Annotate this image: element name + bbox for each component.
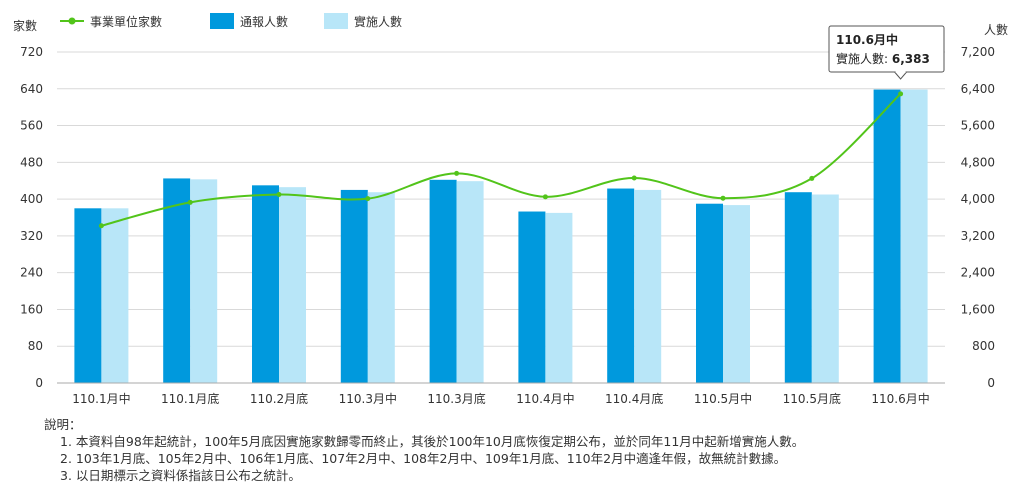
bar-implemented xyxy=(634,189,662,383)
x-tick-label: 110.5月底 xyxy=(783,391,841,406)
right-tick-label: 2,400 xyxy=(961,266,995,280)
bar-implemented xyxy=(101,208,129,383)
tooltip-title: 110.6月中 xyxy=(836,32,898,47)
axes-group: 0 0 80 800 160 1,600 240 2,400 320 3,200 400 4,000 4… xyxy=(13,18,1008,406)
line-point xyxy=(809,175,815,181)
line-point xyxy=(631,175,637,181)
bar-implemented xyxy=(456,181,484,383)
line-series-path xyxy=(101,93,902,227)
left-tick-label: 320 xyxy=(20,229,43,243)
line-point xyxy=(187,199,193,205)
bar-implemented xyxy=(723,205,750,383)
x-tick-label: 110.3月中 xyxy=(339,391,397,406)
bar-implemented xyxy=(811,194,839,383)
note-1: 1. 本資料自98年起統計，100年5月底因實施家數歸零而終止，其後於100年1… xyxy=(60,434,805,449)
tooltip-pointer xyxy=(893,71,908,80)
bar-implemented xyxy=(900,89,928,384)
legend-label: 實施人數 xyxy=(354,14,402,29)
right-tick-label: 6,400 xyxy=(961,82,995,96)
note-3: 3. 以日期標示之資料係指該日公布之統計。 xyxy=(60,468,301,483)
bar-reported xyxy=(607,188,635,383)
legend-bar-swatch xyxy=(324,13,348,29)
chart-notes: 說明： 1. 本資料自98年起統計，100年5月底因實施家數歸零而終止，其後於1… xyxy=(44,416,804,484)
bar-implemented xyxy=(545,212,573,383)
right-tick-label: 800 xyxy=(972,339,995,353)
x-tick-label: 110.2月底 xyxy=(250,391,308,406)
left-tick-label: 400 xyxy=(20,192,43,206)
left-tick-label: 640 xyxy=(20,82,43,96)
left-tick-label: 480 xyxy=(20,155,43,169)
right-tick-label: 7,200 xyxy=(961,45,995,59)
left-axis-title: 家數 xyxy=(13,18,37,33)
x-tick-label: 110.1月底 xyxy=(161,391,219,406)
bar-implemented xyxy=(279,187,306,383)
line-point xyxy=(542,194,548,200)
tooltip-value: 6,383 xyxy=(892,52,930,66)
x-tick-label: 110.6月中 xyxy=(871,391,929,406)
bar-reported xyxy=(340,189,368,383)
legend-label: 通報人數 xyxy=(240,15,288,29)
right-tick-label: 4,000 xyxy=(961,192,995,206)
bar-reported xyxy=(163,178,191,383)
x-tick-label: 110.3月底 xyxy=(427,391,485,406)
right-tick-label: 0 xyxy=(987,376,995,390)
line-point xyxy=(98,223,104,229)
right-tick-label: 5,600 xyxy=(961,119,995,133)
left-tick-label: 80 xyxy=(28,339,43,353)
line-point xyxy=(276,192,282,198)
bar-reported xyxy=(518,211,546,383)
left-tick-label: 0 xyxy=(35,376,43,390)
left-tick-label: 720 xyxy=(20,45,43,59)
bar-reported xyxy=(696,203,723,383)
left-tick-label: 160 xyxy=(20,302,43,316)
legend-label: 事業單位家數 xyxy=(90,14,162,29)
note-2: 2. 103年1月底、105年2月中、106年1月底、107年2月中、108年2… xyxy=(60,451,787,466)
right-axis-title: 人數 xyxy=(984,23,1008,37)
bar-series-group xyxy=(74,89,928,384)
tooltip-pointer-mask xyxy=(895,71,906,73)
left-tick-label: 240 xyxy=(20,266,43,280)
line-point xyxy=(720,195,726,201)
notes-heading: 說明： xyxy=(44,417,82,432)
x-tick-label: 110.1月中 xyxy=(72,391,130,406)
x-tick-label: 110.4月底 xyxy=(605,391,663,406)
x-tick-label: 110.5月中 xyxy=(694,391,752,406)
line-point xyxy=(898,91,904,97)
right-tick-label: 3,200 xyxy=(961,229,995,243)
legend: 事業單位家數 通報人數 實施人數 xyxy=(60,13,402,29)
bar-reported xyxy=(74,208,102,383)
right-tick-label: 1,600 xyxy=(961,302,995,316)
line-point xyxy=(365,196,371,202)
x-tick-label: 110.4月中 xyxy=(516,391,574,406)
legend-line-marker xyxy=(68,17,76,25)
bar-implemented xyxy=(190,179,218,383)
bar-reported xyxy=(252,185,279,383)
tooltip-label: 實施人數: xyxy=(836,51,892,66)
bar-reported xyxy=(873,89,901,384)
left-tick-label: 560 xyxy=(20,119,43,133)
tooltip-value-line: 實施人數: 6,383 xyxy=(836,51,930,66)
line-series-group xyxy=(98,91,904,229)
line-point xyxy=(454,170,460,176)
combo-chart: 0 0 80 800 160 1,600 240 2,400 320 3,200 400 4,000 4… xyxy=(13,13,1008,406)
legend-bar-swatch xyxy=(210,13,234,29)
right-tick-label: 4,800 xyxy=(961,155,995,169)
tooltip-box xyxy=(828,25,945,73)
bar-reported xyxy=(784,192,812,383)
bar-reported xyxy=(429,179,457,383)
bar-implemented xyxy=(367,192,395,383)
